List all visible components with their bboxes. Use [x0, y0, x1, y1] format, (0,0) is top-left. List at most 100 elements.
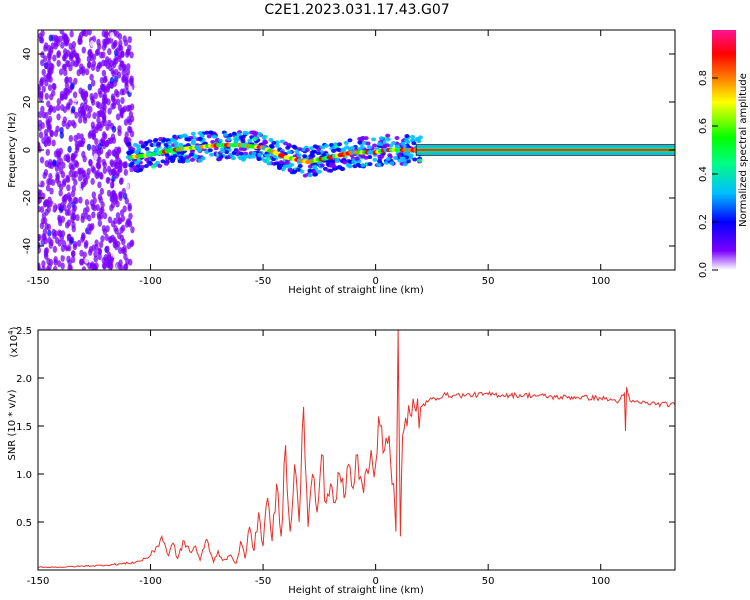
heatmap-cell	[49, 129, 54, 137]
heatmap-cell	[62, 116, 68, 124]
heatmap-cell	[244, 131, 250, 136]
heatmap-cell	[60, 262, 65, 270]
heatmap-cell	[342, 160, 348, 165]
heatmap-cell	[93, 265, 98, 270]
heatmap-cell	[40, 192, 46, 200]
heatmap-cell	[355, 162, 361, 167]
heatmap-cell	[189, 157, 195, 162]
heatmap-cell	[343, 140, 349, 145]
colorbar-label: Normalized spectral amplitude	[738, 73, 749, 227]
y-tick-label: 2.5	[16, 326, 32, 337]
heatmap-cell	[125, 155, 131, 160]
heatmap-cell	[43, 44, 48, 52]
heatmap-cell	[363, 136, 369, 141]
heatmap-cell	[218, 154, 224, 159]
heatmap-cell	[168, 156, 174, 161]
heatmap-cell	[366, 145, 372, 150]
heatmap-cell	[100, 101, 106, 109]
heatmap-cell	[172, 153, 178, 158]
x-tick-label: -150	[27, 276, 50, 287]
heatmap-cell	[292, 145, 298, 150]
heatmap-cell	[220, 149, 226, 154]
heatmap-cell	[223, 132, 229, 137]
heatmap-cell	[52, 159, 57, 167]
heatmap-cell	[371, 137, 377, 142]
heatmap-cell	[117, 217, 123, 225]
heatmap-cell	[110, 181, 115, 189]
heatmap-cell	[224, 150, 230, 155]
heatmap-cell	[70, 250, 76, 258]
heatmap-cell	[107, 119, 112, 127]
heatmap-cell	[238, 151, 244, 156]
heatmap-cell	[115, 139, 120, 147]
heatmap-cell	[38, 234, 41, 242]
heatmap-cell	[123, 111, 128, 119]
heatmap-cell	[116, 146, 122, 154]
heatmap-cell	[38, 111, 43, 119]
heatmap-cell	[113, 195, 119, 203]
heatmap-cell	[316, 169, 322, 174]
heatmap-cell	[71, 221, 76, 229]
colorbar-gradient	[712, 30, 736, 270]
heatmap-cell	[354, 156, 360, 161]
heatmap-cell	[71, 185, 77, 193]
heatmap-cell	[70, 82, 75, 90]
heatmap-cell	[97, 219, 103, 227]
heatmap-cell	[124, 131, 129, 139]
heatmap-cell	[97, 248, 102, 256]
heatmap-cell	[46, 59, 52, 67]
heatmap-cell	[65, 174, 70, 182]
heatmap-cell	[113, 217, 118, 225]
heatmap-cell	[107, 137, 112, 145]
heatmap-cell	[113, 181, 118, 189]
heatmap-cell	[130, 226, 135, 234]
heatmap-cell	[99, 187, 105, 195]
heatmap-cell	[385, 156, 391, 161]
heatmap-cell	[38, 262, 41, 270]
heatmap-cell	[64, 77, 69, 85]
heatmap-cell	[52, 54, 57, 62]
heatmap-cell	[128, 77, 133, 85]
heatmap-cell	[396, 153, 402, 158]
heatmap-cell	[315, 151, 321, 156]
heatmap-cell	[65, 155, 71, 163]
heatmap-cell	[206, 134, 212, 139]
heatmap-cell	[109, 191, 115, 199]
heatmap-cell	[44, 199, 49, 207]
heatmap-cell	[100, 235, 105, 243]
heatmap-cell	[84, 240, 89, 248]
heatmap-cell	[94, 144, 100, 152]
heatmap-cell	[49, 187, 54, 195]
heatmap-cell	[114, 227, 119, 235]
heatmap-cell	[87, 30, 92, 36]
heatmap-cell	[312, 172, 318, 177]
x-tick-label: 100	[591, 576, 610, 587]
heatmap-cell	[335, 147, 341, 152]
heatmap-cell	[109, 77, 115, 85]
snr-panel: -150 -100 -50 0 50 100 0.5 1.0 1.5 2.0 2.5 Height…	[7, 326, 676, 596]
heatmap-cell	[129, 130, 135, 138]
heatmap-cell	[98, 207, 104, 215]
heatmap-cell	[123, 168, 129, 176]
heatmap-cell	[74, 160, 80, 168]
heatmap-cell	[87, 48, 93, 56]
heatmap-cell	[97, 181, 102, 189]
heatmap-cell	[38, 119, 43, 127]
heatmap-cell	[124, 220, 130, 228]
heatmap-cell	[105, 36, 110, 44]
heatmap-cell	[76, 239, 82, 247]
heatmap-cell	[62, 54, 67, 62]
heatmap-cell	[61, 180, 67, 188]
heatmap-cell	[74, 111, 79, 119]
heatmap-cell	[262, 158, 268, 163]
heatmap-cell	[197, 136, 203, 141]
heatmap-cell	[231, 131, 237, 136]
heatmap-cell	[118, 194, 123, 202]
heatmap-cell	[80, 68, 86, 76]
heatmap-cell	[86, 61, 92, 69]
heatmap-cell	[252, 132, 258, 137]
heatmap-cell	[302, 173, 308, 178]
y-tick-label: 40	[22, 48, 33, 61]
heatmap-cell	[190, 131, 196, 136]
heatmap-cell	[73, 240, 78, 248]
